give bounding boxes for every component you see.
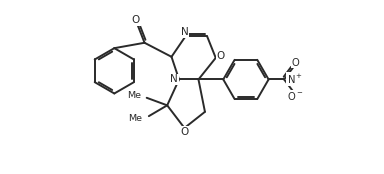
Text: O: O (291, 58, 299, 68)
Text: O: O (216, 51, 225, 61)
Text: O$^-$: O$^-$ (287, 90, 303, 102)
Text: O: O (180, 127, 189, 137)
Text: Me: Me (127, 91, 141, 100)
Text: N$^+$: N$^+$ (287, 72, 303, 86)
Text: N: N (180, 27, 188, 37)
Text: O: O (132, 15, 140, 25)
Text: Me: Me (128, 114, 142, 123)
Text: N: N (170, 74, 178, 84)
